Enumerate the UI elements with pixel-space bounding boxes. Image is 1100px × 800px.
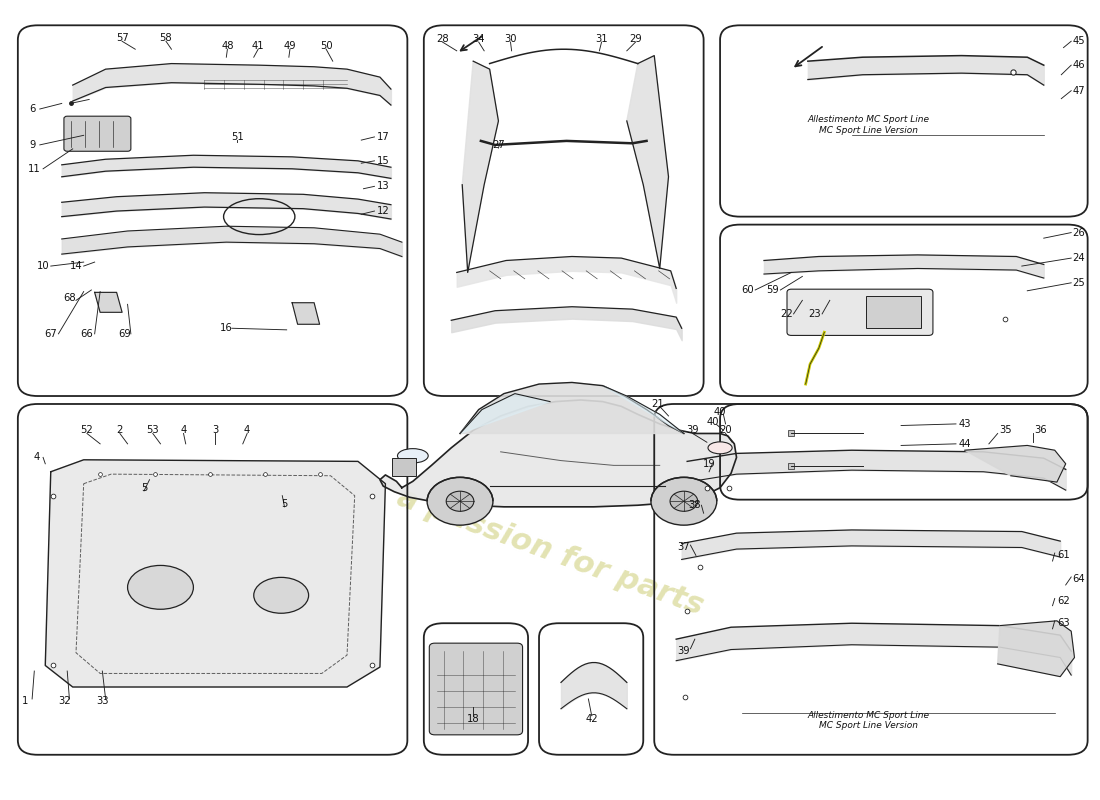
Text: 18: 18 — [466, 714, 480, 724]
Ellipse shape — [397, 449, 428, 463]
FancyBboxPatch shape — [786, 289, 933, 335]
Text: 27: 27 — [492, 140, 505, 150]
Text: 15: 15 — [377, 156, 389, 166]
Text: a passion for parts: a passion for parts — [393, 482, 707, 621]
Text: 14: 14 — [69, 261, 82, 271]
Text: 52: 52 — [80, 426, 94, 435]
Polygon shape — [998, 621, 1075, 677]
Text: 66: 66 — [80, 329, 94, 339]
Text: 67: 67 — [44, 329, 57, 339]
Text: 39: 39 — [686, 426, 698, 435]
Polygon shape — [379, 400, 737, 507]
Text: 69: 69 — [118, 329, 131, 339]
Ellipse shape — [128, 566, 194, 610]
Text: 36: 36 — [1034, 426, 1047, 435]
Text: 42: 42 — [585, 714, 598, 724]
Text: 51: 51 — [231, 132, 244, 142]
Text: 19: 19 — [703, 458, 715, 469]
Text: 63: 63 — [1057, 618, 1070, 628]
Text: 60: 60 — [741, 285, 754, 295]
Text: 5: 5 — [141, 482, 147, 493]
Text: 68: 68 — [63, 293, 76, 303]
Text: 26: 26 — [1072, 227, 1086, 238]
Text: 31: 31 — [595, 34, 608, 44]
Text: 45: 45 — [1072, 36, 1086, 46]
Text: 59: 59 — [767, 285, 779, 295]
Text: 33: 33 — [96, 696, 109, 706]
Text: 11: 11 — [28, 164, 41, 174]
Polygon shape — [293, 302, 320, 324]
Text: 46: 46 — [1072, 60, 1086, 70]
Text: 16: 16 — [220, 323, 233, 334]
Text: 35: 35 — [999, 426, 1012, 435]
Text: 41: 41 — [252, 41, 264, 51]
Text: 39: 39 — [678, 646, 690, 656]
Polygon shape — [627, 56, 669, 269]
Text: 10: 10 — [36, 261, 50, 271]
Text: 28: 28 — [437, 34, 449, 44]
Text: 34: 34 — [472, 34, 485, 44]
Text: 30: 30 — [504, 34, 517, 44]
Polygon shape — [460, 394, 550, 434]
Text: 2: 2 — [117, 426, 123, 435]
Text: 22: 22 — [781, 309, 793, 319]
Text: 62: 62 — [1057, 596, 1070, 606]
Text: 37: 37 — [678, 542, 690, 552]
FancyBboxPatch shape — [64, 116, 131, 151]
Polygon shape — [460, 382, 684, 434]
Text: 48: 48 — [221, 41, 233, 51]
Text: 12: 12 — [377, 206, 389, 216]
Text: 61: 61 — [1057, 550, 1070, 561]
Text: 3: 3 — [212, 426, 219, 435]
Bar — [392, 458, 416, 476]
Text: 4: 4 — [33, 452, 40, 462]
Ellipse shape — [254, 578, 309, 614]
Text: 47: 47 — [1072, 86, 1086, 96]
Text: 5: 5 — [282, 498, 288, 509]
Text: 43: 43 — [958, 419, 971, 429]
FancyBboxPatch shape — [429, 643, 522, 735]
Circle shape — [427, 478, 493, 525]
Text: 29: 29 — [629, 34, 642, 44]
Text: 50: 50 — [320, 41, 332, 51]
Text: 23: 23 — [808, 309, 821, 319]
Text: 64: 64 — [1072, 574, 1086, 584]
Text: Allestimento MC Sport Line
MC Sport Line Version: Allestimento MC Sport Line MC Sport Line… — [807, 710, 930, 730]
Circle shape — [651, 478, 717, 525]
Circle shape — [447, 491, 474, 511]
Text: 24: 24 — [1072, 253, 1086, 263]
Text: 17: 17 — [377, 132, 389, 142]
Text: 44: 44 — [958, 439, 971, 449]
Text: 20: 20 — [719, 426, 732, 435]
Polygon shape — [95, 292, 122, 312]
Text: 13: 13 — [377, 182, 389, 191]
Text: 21: 21 — [651, 399, 664, 409]
Polygon shape — [965, 446, 1066, 482]
Text: 53: 53 — [146, 426, 160, 435]
Polygon shape — [45, 460, 385, 687]
Bar — [866, 296, 921, 328]
Text: 40: 40 — [706, 418, 718, 427]
Text: 25: 25 — [1072, 278, 1086, 288]
Text: 6: 6 — [29, 104, 35, 114]
Text: 40: 40 — [714, 407, 726, 417]
Text: 58: 58 — [160, 33, 173, 43]
Text: 1: 1 — [22, 696, 29, 706]
Text: 32: 32 — [58, 696, 72, 706]
Text: 4: 4 — [180, 426, 187, 435]
Text: 57: 57 — [116, 33, 129, 43]
Text: 9: 9 — [29, 140, 35, 150]
Circle shape — [670, 491, 697, 511]
Ellipse shape — [708, 442, 733, 454]
Text: 49: 49 — [284, 41, 296, 51]
Text: Allestimento MC Sport Line
MC Sport Line Version: Allestimento MC Sport Line MC Sport Line… — [807, 115, 930, 134]
Text: 38: 38 — [689, 500, 701, 510]
Text: 4: 4 — [244, 426, 251, 435]
Polygon shape — [603, 386, 684, 434]
Polygon shape — [462, 61, 498, 273]
